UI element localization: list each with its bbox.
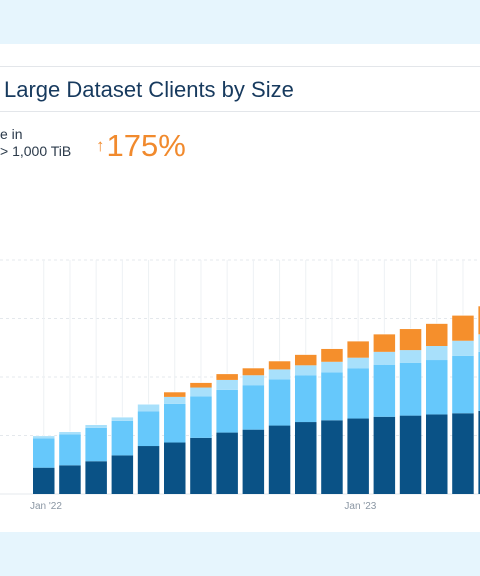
bar-segment[interactable] <box>321 420 343 494</box>
bar-cap <box>164 391 186 393</box>
bar-cap <box>295 353 317 355</box>
bar-segment[interactable] <box>190 396 212 438</box>
bar-segment[interactable] <box>137 446 160 494</box>
x-tick-label: Jan '23 <box>344 501 376 512</box>
bar-segment[interactable] <box>216 374 238 380</box>
metric-label-line-2: > 1,000 TiB <box>0 143 72 159</box>
bar-segment[interactable] <box>268 369 291 380</box>
bar-segment[interactable] <box>190 387 212 397</box>
bar-segment[interactable] <box>295 422 317 494</box>
bar-segment[interactable] <box>33 467 55 494</box>
bar-segment[interactable] <box>426 345 448 361</box>
bar-segment[interactable] <box>399 350 422 363</box>
bar-cap <box>268 360 291 362</box>
bar-segment[interactable] <box>399 362 422 416</box>
bar-segment[interactable] <box>295 365 317 376</box>
bar-segment[interactable] <box>164 392 186 397</box>
bar-segment[interactable] <box>478 306 480 335</box>
bar-segment[interactable] <box>59 465 81 494</box>
bar-segment[interactable] <box>347 341 369 358</box>
bar-segment[interactable] <box>190 437 212 494</box>
card-title: Large Dataset Clients by Size <box>4 77 294 102</box>
bar-cap <box>426 322 448 324</box>
bar-cap <box>478 305 480 307</box>
bar-segment[interactable] <box>478 334 480 352</box>
metric-label: e in > 1,000 TiB <box>0 126 71 160</box>
card-header: Large Dataset Clients by Size <box>0 66 480 112</box>
bar-segment[interactable] <box>111 455 134 494</box>
bar-segment[interactable] <box>373 351 396 365</box>
bar-segment[interactable] <box>242 429 265 494</box>
bar-segment[interactable] <box>137 404 160 412</box>
bar-segment[interactable] <box>452 355 474 414</box>
bar-segment[interactable] <box>137 411 160 447</box>
bar-cap <box>347 340 369 342</box>
bar-segment[interactable] <box>452 413 474 494</box>
bar-cap <box>242 367 265 369</box>
bar-segment[interactable] <box>59 434 81 466</box>
bar-cap <box>33 435 55 437</box>
bar-cap <box>111 416 134 418</box>
bar-segment[interactable] <box>268 361 291 370</box>
bar-cap <box>137 403 160 405</box>
x-axis-ticks: Jan '22 Jan '23 <box>30 501 377 512</box>
bar-segment[interactable] <box>478 410 480 494</box>
bar-segment[interactable] <box>452 340 474 356</box>
bar-segment[interactable] <box>242 375 265 386</box>
bar-segment[interactable] <box>164 442 186 494</box>
bar-cap <box>399 328 422 330</box>
bar-segment[interactable] <box>242 368 265 376</box>
bar-segment[interactable] <box>347 357 369 369</box>
bar-segment[interactable] <box>164 396 186 404</box>
bar-cap <box>59 430 81 432</box>
bar-cap <box>216 373 238 375</box>
bar-segment[interactable] <box>347 368 369 419</box>
bar-segment[interactable] <box>33 438 55 468</box>
bar-segment[interactable] <box>33 436 55 439</box>
bar-segment[interactable] <box>478 351 480 411</box>
bar-segment[interactable] <box>347 418 369 494</box>
bar-segment[interactable] <box>268 425 291 494</box>
bar-segment[interactable] <box>426 323 448 346</box>
bar-cap <box>373 333 396 335</box>
bar-segment[interactable] <box>295 375 317 423</box>
bar-segment[interactable] <box>216 432 238 494</box>
bars <box>33 305 480 494</box>
metric-label-line-1: e in <box>0 126 23 142</box>
bar-segment[interactable] <box>373 334 396 352</box>
bar-segment[interactable] <box>242 385 265 430</box>
bar-segment[interactable] <box>321 348 343 362</box>
bar-segment[interactable] <box>268 379 291 426</box>
bar-segment[interactable] <box>426 414 448 494</box>
x-tick-label: Jan '22 <box>30 501 62 512</box>
bar-segment[interactable] <box>321 372 343 421</box>
bar-segment[interactable] <box>373 364 396 417</box>
bar-segment[interactable] <box>399 415 422 494</box>
bar-segment[interactable] <box>190 382 212 388</box>
bar-cap <box>190 381 212 383</box>
bar-segment[interactable] <box>164 403 186 443</box>
bar-cap <box>321 347 343 349</box>
bar-segment[interactable] <box>59 431 81 435</box>
arrow-up-icon: ↑ <box>96 136 105 155</box>
bar-segment[interactable] <box>452 315 474 341</box>
metric-percent: 175% <box>106 128 186 163</box>
bar-cap <box>452 314 474 316</box>
bar-segment[interactable] <box>111 417 134 421</box>
bar-segment[interactable] <box>111 420 134 456</box>
bar-segment[interactable] <box>426 360 448 415</box>
bar-segment[interactable] <box>399 329 422 351</box>
bar-segment[interactable] <box>321 361 343 373</box>
bar-segment[interactable] <box>85 424 107 428</box>
bar-segment[interactable] <box>373 416 396 494</box>
bar-cap <box>85 423 107 425</box>
bar-segment[interactable] <box>216 379 238 390</box>
bar-segment[interactable] <box>216 389 238 433</box>
bar-segment[interactable] <box>295 354 317 366</box>
bar-segment[interactable] <box>85 461 107 494</box>
bar-segment[interactable] <box>85 427 107 462</box>
metric-value: ↑175% <box>96 126 186 166</box>
